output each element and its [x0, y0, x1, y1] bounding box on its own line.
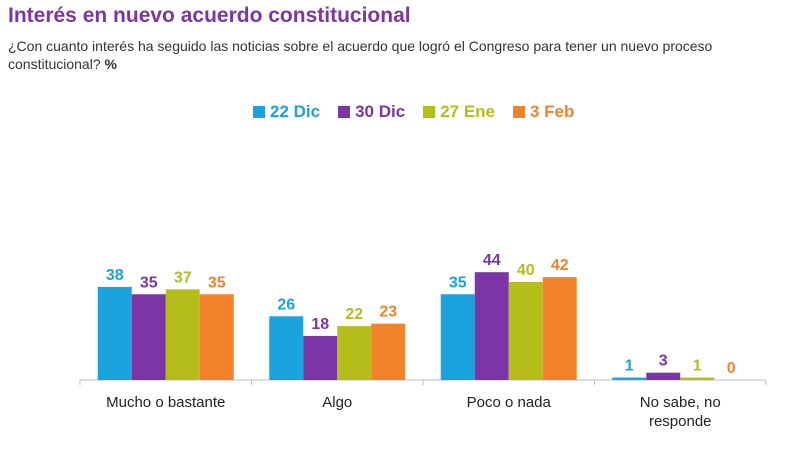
bar: [612, 377, 647, 380]
bar: [371, 323, 406, 380]
category-label: Poco o nada: [467, 394, 552, 411]
legend-label: 22 Dic: [270, 102, 321, 121]
category-label: Algo: [322, 394, 352, 411]
bar: [269, 316, 304, 380]
legend-swatch: [423, 106, 436, 118]
data-label: 35: [140, 274, 158, 291]
data-label: 1: [693, 358, 702, 375]
data-label: 1: [625, 358, 634, 375]
data-label: 42: [551, 257, 569, 274]
bar: [199, 294, 234, 380]
legend-item: 27 Ene: [423, 102, 495, 122]
bar: [474, 272, 509, 380]
legend-item: 22 Dic: [253, 102, 320, 122]
legend: 22 Dic 30 Dic 27 Ene 3 Feb: [253, 102, 574, 122]
data-label: 22: [345, 306, 363, 323]
legend-swatch: [338, 106, 351, 118]
data-label: 35: [208, 274, 226, 291]
bar: [440, 294, 475, 380]
bar: [337, 326, 372, 380]
legend-label: 30 Dic: [355, 102, 406, 121]
data-label: 0: [727, 360, 736, 377]
data-label: 44: [483, 252, 501, 269]
data-label: 38: [106, 267, 124, 284]
legend-label: 3 Feb: [530, 102, 575, 121]
category-label: Mucho o bastante: [106, 394, 225, 411]
unit-label: %: [104, 56, 117, 72]
bar: [131, 294, 166, 380]
data-label: 23: [379, 304, 397, 321]
bar: [646, 372, 681, 380]
bar: [680, 377, 715, 380]
legend-swatch: [253, 106, 265, 118]
data-label: 26: [277, 296, 295, 313]
question-text: ¿Con cuanto interés ha seguido las notic…: [8, 38, 713, 72]
chart-title: Interés en nuevo acuerdo constitucional: [8, 4, 411, 27]
data-label: 40: [517, 262, 535, 279]
bar: [97, 286, 132, 380]
legend-item: 30 Dic: [338, 102, 405, 122]
bar: [542, 277, 577, 380]
legend-item: 3 Feb: [513, 102, 574, 122]
bar: [508, 282, 543, 380]
data-label: 18: [311, 316, 329, 333]
bar: [303, 335, 338, 380]
data-label: 35: [449, 274, 467, 291]
legend-swatch: [513, 106, 525, 118]
chart-question: ¿Con cuanto interés ha seguido las notic…: [8, 37, 798, 73]
bar: [165, 289, 200, 380]
data-label: 37: [174, 269, 192, 286]
data-label: 3: [659, 353, 668, 370]
legend-label: 27 Ene: [440, 102, 495, 121]
category-label: No sabe, no responde: [640, 394, 721, 430]
